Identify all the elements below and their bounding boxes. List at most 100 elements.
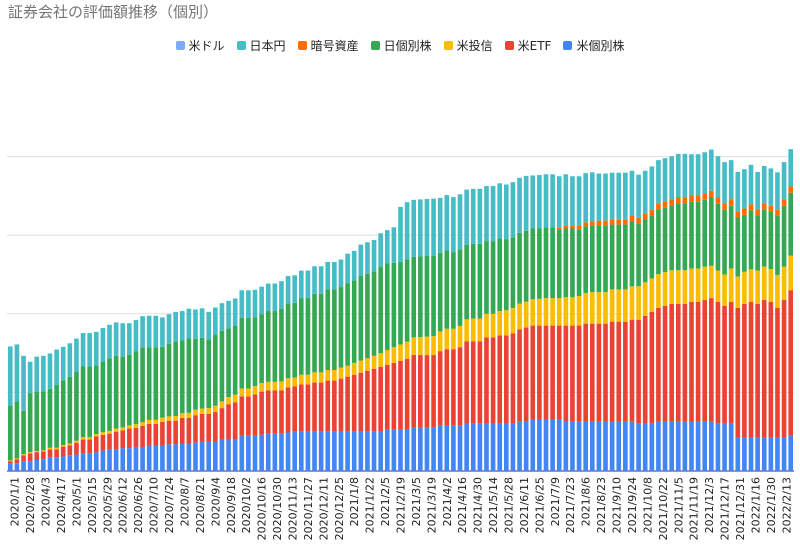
bar-segment xyxy=(186,412,192,418)
bar-segment xyxy=(213,412,218,442)
bar-segment xyxy=(21,454,26,456)
bar-segment xyxy=(576,296,582,326)
legend-swatch xyxy=(443,41,453,50)
bar-segment xyxy=(418,256,423,337)
x-tick-label: 2021/1/8 xyxy=(348,477,361,526)
bar-segment xyxy=(470,341,476,424)
bar-segment xyxy=(470,188,476,244)
bar-segment xyxy=(629,286,635,320)
x-tick-label: 2021/3/5 xyxy=(410,477,423,526)
bar-segment xyxy=(47,388,53,448)
bar-segment xyxy=(312,266,317,294)
bar-segment xyxy=(656,160,661,204)
x-tick-label: 2021/12/31 xyxy=(734,477,747,540)
bar-segment xyxy=(239,290,245,318)
x-tick-label: 2020/4/3 xyxy=(40,477,53,526)
bar-segment xyxy=(523,175,529,231)
bar-segment xyxy=(232,439,238,471)
bar-segment xyxy=(675,197,681,204)
x-tick-label: 2020/5/15 xyxy=(86,477,99,533)
bar-segment xyxy=(484,313,489,338)
bar-segment xyxy=(153,423,159,446)
bar-segment xyxy=(213,307,218,336)
bar-segment xyxy=(54,384,59,448)
bar-segment xyxy=(166,416,172,421)
legend-label: 暗号資産 xyxy=(310,39,359,53)
bar-segment xyxy=(404,359,410,430)
bar-segment xyxy=(589,225,595,293)
bar-segment xyxy=(537,175,542,229)
bar-segment xyxy=(709,421,714,472)
bar-segment xyxy=(530,325,536,420)
x-tick-label: 2020/8/21 xyxy=(194,477,207,533)
bar-segment xyxy=(404,429,410,471)
bar-segment xyxy=(199,337,205,409)
bar-segment xyxy=(279,308,284,382)
bar-segment xyxy=(34,452,40,460)
bar-segment xyxy=(695,195,701,202)
bar-segment xyxy=(550,174,555,228)
bar-segment xyxy=(93,331,99,366)
bar-segment xyxy=(682,203,688,271)
bar-segment xyxy=(186,443,192,471)
bar-segment xyxy=(748,302,754,438)
bar-segment xyxy=(556,419,562,471)
bar-segment xyxy=(424,199,430,257)
bar-segment xyxy=(444,328,450,350)
bar-segment xyxy=(662,421,668,472)
bar-segment xyxy=(768,437,774,471)
x-tick-label: 2020/12/25 xyxy=(333,477,346,540)
legend-swatch xyxy=(236,41,246,50)
bar-segment xyxy=(682,303,688,422)
bar-segment xyxy=(391,262,397,348)
bar-segment xyxy=(609,219,615,225)
x-tick-label: 2021/12/17 xyxy=(719,477,732,540)
bar-segment xyxy=(332,370,337,381)
x-tick-label: 2021/6/11 xyxy=(518,477,531,533)
bar-segment xyxy=(351,362,357,375)
bar-segment xyxy=(127,428,132,449)
bar-segment xyxy=(418,427,423,471)
bar-segment xyxy=(556,325,562,420)
bar-segment xyxy=(589,172,595,222)
bar-segment xyxy=(649,166,655,210)
bar-segment xyxy=(464,244,469,320)
bar-segment xyxy=(345,283,350,366)
bar-segment xyxy=(404,259,410,342)
bar-segment xyxy=(305,270,311,299)
bar-segment xyxy=(484,186,489,242)
bar-segment xyxy=(603,225,608,293)
x-tick-label: 2021/2/5 xyxy=(379,477,392,526)
bar-segment xyxy=(748,204,754,211)
bar-segment xyxy=(735,276,741,308)
bar-segment xyxy=(365,358,370,371)
bar-segment xyxy=(530,419,536,471)
bar-segment xyxy=(616,224,622,290)
legend-item: 米個別株 xyxy=(563,37,624,54)
bar-segment xyxy=(133,351,139,425)
legend-swatch xyxy=(297,41,307,50)
bar-segment xyxy=(279,433,284,471)
bar-segment xyxy=(702,300,708,422)
bar-segment xyxy=(656,421,661,472)
bar-segment xyxy=(338,367,344,379)
bar-segment xyxy=(160,317,165,347)
bar-segment xyxy=(715,197,721,204)
bar-segment xyxy=(232,298,238,326)
bar-segment xyxy=(470,423,476,471)
bar-segment xyxy=(530,299,536,326)
bar-segment xyxy=(775,307,780,438)
bar-segment xyxy=(457,194,463,250)
bar-segment xyxy=(173,415,178,421)
bar-segment xyxy=(543,174,549,228)
bar-segment xyxy=(252,386,258,395)
bar-segment xyxy=(563,225,569,229)
bar-segment xyxy=(570,297,575,326)
bar-segment xyxy=(636,223,641,287)
bar-segment xyxy=(272,283,278,312)
bar-segment xyxy=(140,422,145,426)
bar-segment xyxy=(371,239,377,272)
x-tick-label: 2020/8/7 xyxy=(179,477,192,526)
bar-segment xyxy=(543,227,549,299)
